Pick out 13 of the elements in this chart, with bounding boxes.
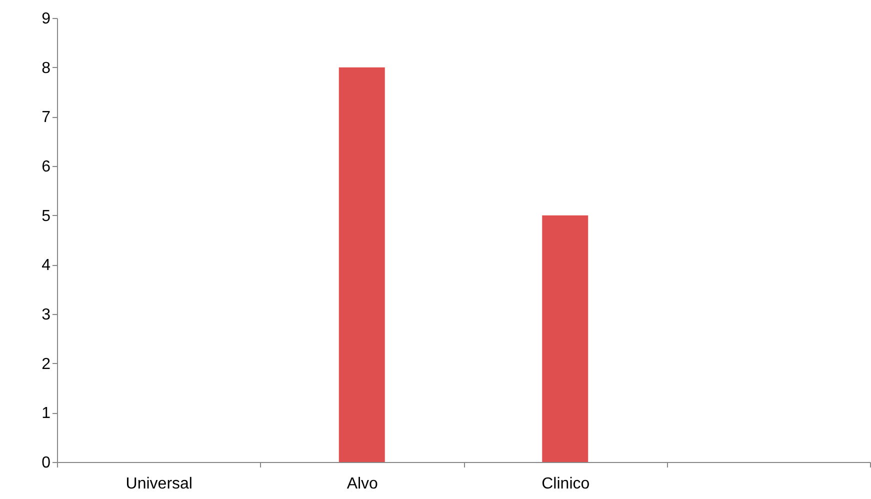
y-tick-label: 5 <box>42 208 51 225</box>
y-tick-label: 4 <box>42 257 51 274</box>
y-tick-label: 8 <box>42 60 51 77</box>
y-tick-label: 9 <box>42 10 51 28</box>
y-tick-label: 1 <box>42 405 51 422</box>
y-tick-label: 3 <box>42 306 51 324</box>
x-tick-label: Universal <box>126 476 192 492</box>
y-tick-label: 7 <box>42 109 51 126</box>
y-tick-label: 2 <box>42 356 51 373</box>
x-tick-label: Alvo <box>346 476 378 492</box>
x-tick-label: Clinico <box>542 476 590 492</box>
y-tick-label: 0 <box>42 454 51 472</box>
y-tick-label: 6 <box>42 158 51 176</box>
